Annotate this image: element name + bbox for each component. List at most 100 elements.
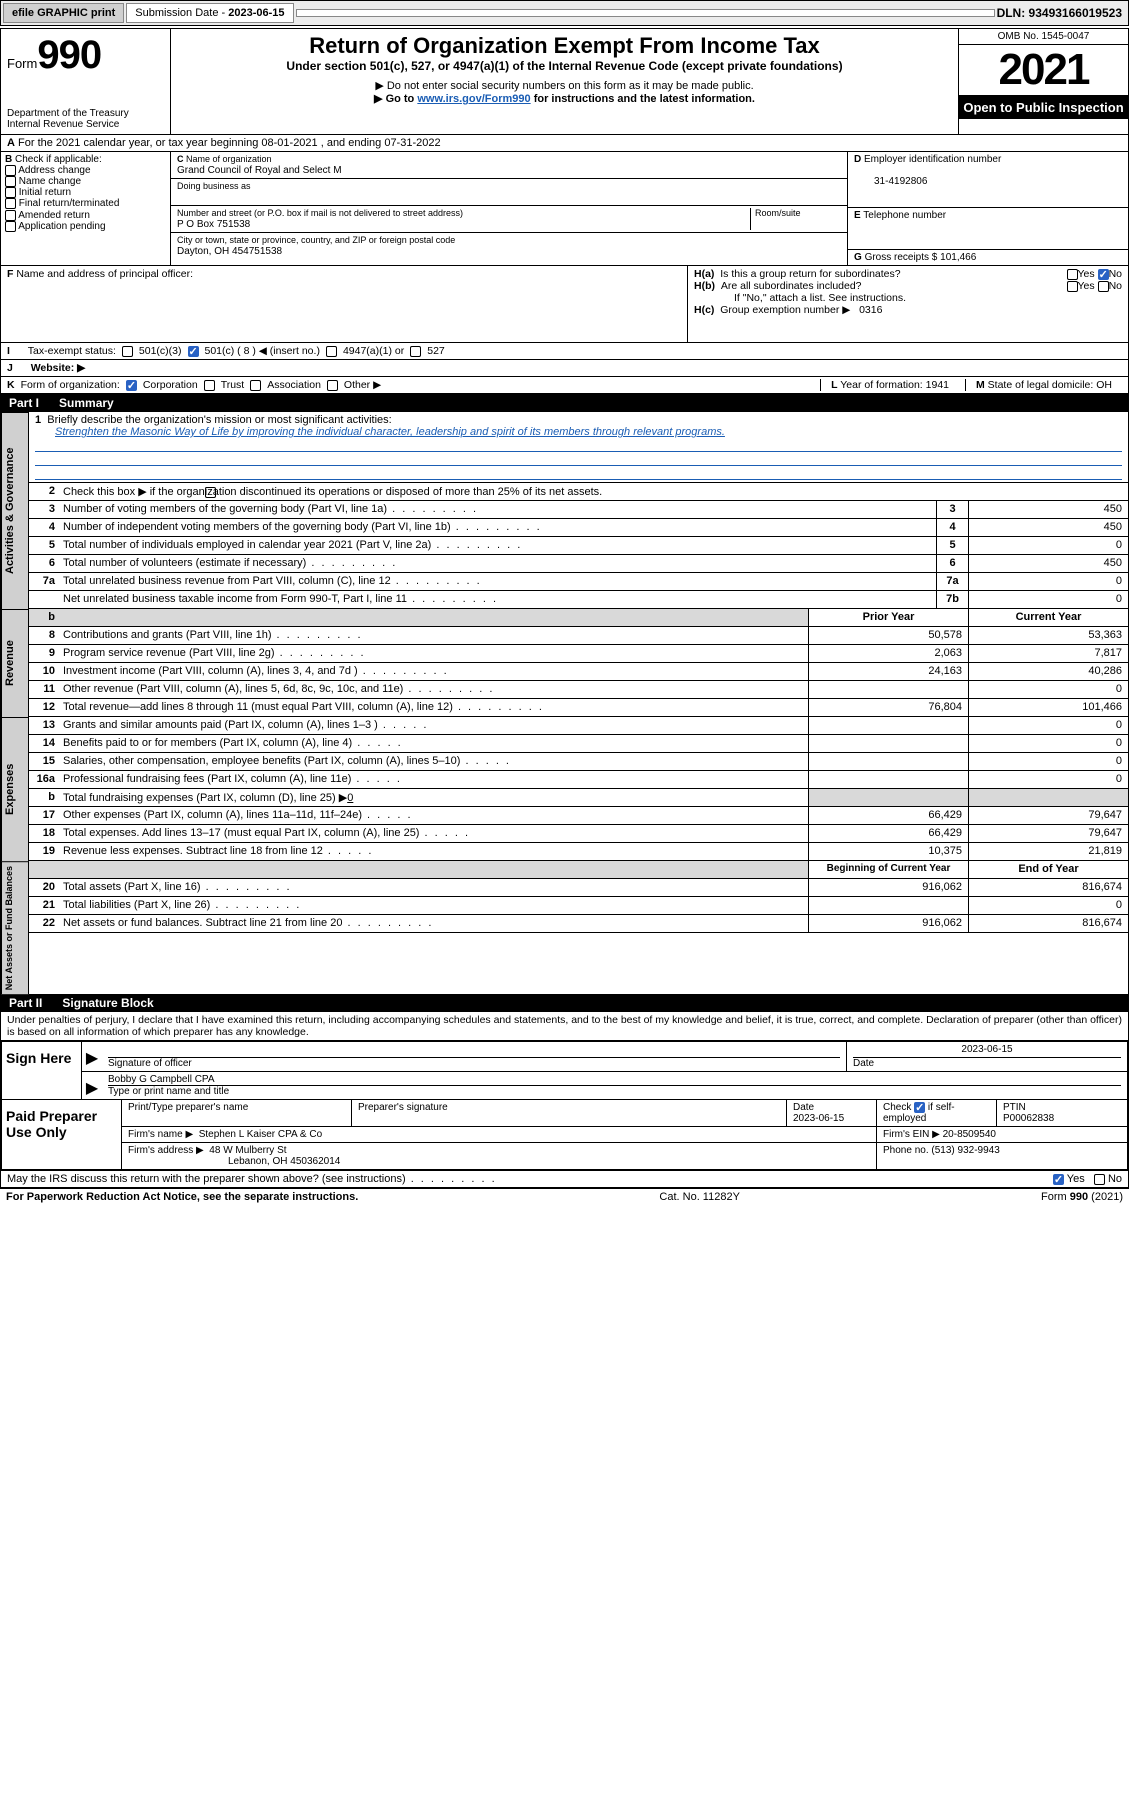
checkbox-other[interactable]	[327, 380, 338, 391]
section-a-tax-year: A For the 2021 calendar year, or tax yea…	[1, 135, 1128, 152]
checkbox-initial-return[interactable]	[5, 187, 16, 198]
checkbox-hb-no[interactable]	[1098, 281, 1109, 292]
gross-receipts: 101,466	[940, 252, 976, 263]
summary-row: 18 Total expenses. Add lines 13–17 (must…	[29, 825, 1128, 843]
checkbox-ha-yes[interactable]	[1067, 269, 1078, 280]
paid-preparer-block: Paid Preparer Use Only Print/Type prepar…	[1, 1100, 1128, 1170]
sections-fh: F Name and address of principal officer:…	[1, 266, 1128, 343]
note-ssn: Do not enter social security numbers on …	[177, 79, 952, 92]
summary-row: 5 Total number of individuals employed i…	[29, 537, 1128, 555]
org-address: P O Box 751538	[177, 219, 250, 230]
summary-row: 21 Total liabilities (Part X, line 26) 0	[29, 897, 1128, 915]
year-header-row: b Prior Year Current Year	[29, 609, 1128, 627]
checkbox-may-no[interactable]	[1094, 1174, 1105, 1185]
checkbox-address-change[interactable]	[5, 165, 16, 176]
checkbox-corp[interactable]	[126, 380, 137, 391]
summary-row: 12 Total revenue—add lines 8 through 11 …	[29, 699, 1128, 717]
section-klm: K Form of organization: Corporation Trus…	[1, 377, 1128, 394]
sign-here-block: Sign Here ▶ Signature of officer 2023-06…	[1, 1041, 1128, 1100]
summary-row: 4 Number of independent voting members o…	[29, 519, 1128, 537]
org-city: Dayton, OH 454751538	[177, 246, 282, 257]
officer-name: Bobby G Campbell CPA	[108, 1074, 1121, 1086]
dln-label: DLN: 93493166019523	[997, 6, 1126, 20]
arrow-icon: ▶	[82, 1072, 102, 1099]
line-2: 2 Check this box ▶ if the organization d…	[29, 483, 1128, 501]
may-discuss-row: May the IRS discuss this return with the…	[1, 1170, 1128, 1187]
summary-row: 20 Total assets (Part X, line 16) 916,06…	[29, 879, 1128, 897]
form-header: Form990 Department of the Treasury Inter…	[1, 29, 1128, 135]
checkbox-ha-no[interactable]	[1098, 269, 1109, 280]
summary-row: 8 Contributions and grants (Part VIII, l…	[29, 627, 1128, 645]
top-toolbar: efile GRAPHIC print Submission Date - 20…	[0, 0, 1129, 26]
checkbox-final-return[interactable]	[5, 198, 16, 209]
mission-text: Strenghten the Masonic Way of Life by im…	[35, 426, 1122, 438]
sign-here-label: Sign Here	[2, 1042, 82, 1099]
part-2-header: Part II Signature Block	[1, 994, 1128, 1012]
checkbox-amended-return[interactable]	[5, 210, 16, 221]
checkbox-self-employed[interactable]	[914, 1102, 925, 1113]
firm-name: Stephen L Kaiser CPA & Co	[199, 1129, 322, 1140]
group-exemption: 0316	[859, 304, 882, 316]
firm-ein: 20-8509540	[943, 1129, 996, 1140]
form-number: 990	[37, 33, 101, 77]
checkbox-501c3[interactable]	[122, 346, 133, 357]
summary-row: 15 Salaries, other compensation, employe…	[29, 753, 1128, 771]
open-to-public: Open to Public Inspection	[959, 96, 1128, 119]
omb-number: OMB No. 1545-0047	[959, 29, 1128, 45]
header-left: Form990 Department of the Treasury Inter…	[1, 29, 171, 134]
spacer-field	[296, 9, 995, 17]
irs-label: Internal Revenue Service	[7, 119, 164, 130]
summary-row: 16a Professional fundraising fees (Part …	[29, 771, 1128, 789]
checkbox-4947[interactable]	[326, 346, 337, 357]
revenue-section: Revenue b Prior Year Current Year 8 Cont…	[1, 609, 1128, 717]
checkbox-application-pending[interactable]	[5, 221, 16, 232]
summary-row: 11 Other revenue (Part VIII, column (A),…	[29, 681, 1128, 699]
vlabel-netassets: Net Assets or Fund Balances	[1, 861, 29, 994]
summary-row: 6 Total number of volunteers (estimate i…	[29, 555, 1128, 573]
summary-row: 14 Benefits paid to or for members (Part…	[29, 735, 1128, 753]
org-name: Grand Council of Royal and Select M	[177, 165, 342, 176]
summary-row: Net unrelated business taxable income fr…	[29, 591, 1128, 609]
section-i: I Tax-exempt status: 501(c)(3) 501(c) ( …	[1, 343, 1128, 360]
header-middle: Return of Organization Exempt From Incom…	[171, 29, 958, 134]
line-1: 1 Briefly describe the organization's mi…	[29, 412, 1128, 483]
sections-bcdeg: B Check if applicable: Address change Na…	[1, 152, 1128, 266]
balance-header-row: Beginning of Current Year End of Year	[29, 861, 1128, 879]
checkbox-assoc[interactable]	[250, 380, 261, 391]
line-16b: b Total fundraising expenses (Part IX, c…	[29, 789, 1128, 807]
dept-label: Department of the Treasury	[7, 108, 164, 119]
sig-date: 2023-06-15	[853, 1044, 1121, 1058]
note-goto: ▶ Go to www.irs.gov/Form990 for instruct…	[177, 92, 952, 105]
checkbox-discontinued[interactable]	[205, 487, 216, 498]
form-label: Form	[7, 56, 37, 71]
ein: 31-4192806	[854, 176, 927, 187]
summary-row: 3 Number of voting members of the govern…	[29, 501, 1128, 519]
expenses-section: Expenses 13 Grants and similar amounts p…	[1, 717, 1128, 861]
irs-link[interactable]: www.irs.gov/Form990	[417, 93, 530, 105]
activities-governance-section: Activities & Governance 1 Briefly descri…	[1, 412, 1128, 609]
summary-row: 13 Grants and similar amounts paid (Part…	[29, 717, 1128, 735]
sections-deg: D Employer identification number 31-4192…	[848, 152, 1128, 265]
declaration-text: Under penalties of perjury, I declare th…	[1, 1012, 1128, 1041]
page-footer: For Paperwork Reduction Act Notice, see …	[0, 1188, 1129, 1205]
summary-row: 17 Other expenses (Part IX, column (A), …	[29, 807, 1128, 825]
section-c: C Name of organization Grand Council of …	[171, 152, 848, 265]
section-b: B Check if applicable: Address change Na…	[1, 152, 171, 265]
header-right: OMB No. 1545-0047 2021 Open to Public In…	[958, 29, 1128, 134]
checkbox-501c[interactable]	[188, 346, 199, 357]
checkbox-trust[interactable]	[204, 380, 215, 391]
section-j: J Website: ▶	[1, 360, 1128, 377]
submission-date-field: Submission Date - 2023-06-15	[126, 3, 293, 23]
summary-row: 9 Program service revenue (Part VIII, li…	[29, 645, 1128, 663]
paid-preparer-label: Paid Preparer Use Only	[2, 1100, 122, 1169]
checkbox-hb-yes[interactable]	[1067, 281, 1078, 292]
efile-print-button[interactable]: efile GRAPHIC print	[3, 3, 124, 23]
tax-year: 2021	[959, 45, 1128, 96]
checkbox-527[interactable]	[410, 346, 421, 357]
summary-row: 10 Investment income (Part VIII, column …	[29, 663, 1128, 681]
arrow-icon: ▶	[82, 1042, 102, 1071]
ptin: P00062838	[1003, 1113, 1054, 1124]
checkbox-may-yes[interactable]	[1053, 1174, 1064, 1185]
form-990-container: Form990 Department of the Treasury Inter…	[0, 28, 1129, 1188]
checkbox-name-change[interactable]	[5, 176, 16, 187]
